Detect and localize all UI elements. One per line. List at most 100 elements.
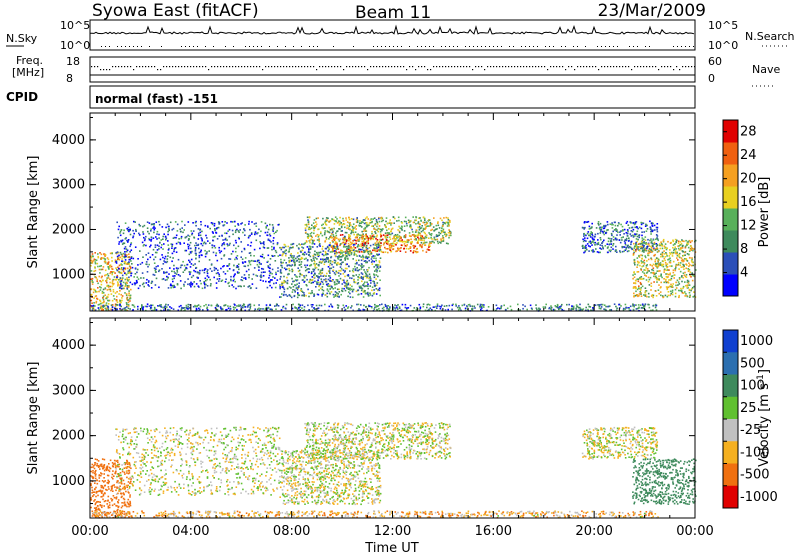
echo-pixel	[376, 266, 379, 268]
echo-pixel	[127, 272, 129, 274]
echo-pixel	[330, 235, 332, 237]
echo-pixel	[132, 229, 134, 232]
echo-pixel	[638, 249, 641, 252]
echo-pixel	[290, 256, 293, 258]
echo-pixel	[348, 237, 350, 240]
nave-dot	[163, 66, 165, 68]
echo-pixel	[640, 293, 642, 295]
echo-pixel	[130, 249, 133, 251]
echo-pixel	[101, 292, 104, 294]
echo-pixel	[169, 306, 171, 308]
echo-pixel	[231, 221, 234, 223]
echo-pixel	[581, 245, 584, 247]
echo-pixel	[133, 232, 135, 235]
echo-pixel	[430, 237, 432, 239]
echo-pixel	[372, 249, 374, 252]
echo-pixel	[186, 263, 189, 266]
nsearch-dot	[393, 46, 394, 47]
cpid-panel-frame	[89, 85, 696, 109]
echo-pixel	[343, 239, 345, 242]
echo-pixel	[145, 235, 147, 238]
echo-pixel	[373, 247, 375, 249]
echo-pixel	[127, 279, 129, 281]
echo-pixel	[268, 281, 271, 284]
echo-pixel	[341, 279, 344, 281]
echo-pixel	[294, 274, 296, 276]
echo-pixel	[242, 303, 245, 305]
echo-pixel	[631, 226, 634, 229]
echo-pixel	[625, 306, 627, 309]
echo-pixel	[271, 229, 274, 231]
echo-pixel	[647, 252, 649, 255]
echo-pixel	[343, 279, 345, 282]
echo-pixel	[112, 271, 115, 273]
echo-pixel	[643, 231, 645, 233]
echo-pixel	[267, 228, 270, 231]
echo-pixel	[340, 226, 343, 229]
echo-pixel	[622, 236, 624, 238]
echo-pixel	[347, 283, 349, 286]
echo-pixel	[318, 276, 321, 278]
echo-pixel	[273, 282, 275, 285]
echo-pixel	[327, 231, 330, 233]
echo-pixel	[644, 248, 647, 250]
echo-pixel	[355, 228, 357, 230]
echo-pixel	[193, 285, 196, 288]
echo-pixel	[211, 246, 214, 249]
echo-pixel	[238, 231, 240, 233]
echo-pixel	[398, 231, 401, 234]
echo-pixel	[350, 218, 353, 220]
echo-pixel	[211, 270, 213, 272]
echo-pixel	[351, 247, 353, 249]
echo-pixel	[644, 249, 647, 252]
echo-pixel	[409, 304, 412, 307]
echo-pixel	[419, 239, 422, 241]
echo-pixel	[283, 281, 285, 284]
echo-pixel	[651, 247, 653, 249]
echo-pixel	[384, 236, 387, 239]
echo-pixel	[656, 248, 659, 250]
echo-pixel	[284, 281, 287, 283]
echo-pixel	[261, 267, 263, 270]
echo-pixel	[345, 231, 348, 234]
echo-pixel	[230, 275, 232, 278]
echo-pixel	[174, 275, 176, 277]
echo-pixel	[176, 223, 179, 226]
echo-pixel	[345, 245, 348, 248]
echo-pixel	[296, 256, 299, 258]
echo-pixel	[369, 277, 372, 280]
echo-pixel	[608, 305, 611, 307]
echo-pixel	[654, 258, 657, 261]
echo-pixel	[336, 247, 339, 250]
echo-pixel	[689, 294, 691, 297]
nsearch-dot	[389, 46, 390, 47]
echo-pixel	[362, 233, 364, 235]
echo-pixel	[612, 236, 615, 238]
echo-pixel	[102, 306, 105, 308]
echo-pixel	[684, 281, 686, 283]
echo-pixel	[314, 225, 316, 227]
echo-pixel	[669, 272, 671, 275]
echo-pixel	[181, 306, 183, 309]
echo-pixel	[338, 224, 341, 226]
echo-pixel	[206, 237, 208, 239]
echo-pixel	[349, 241, 352, 243]
echo-pixel	[614, 250, 617, 253]
echo-pixel	[410, 235, 412, 238]
echo-pixel	[266, 224, 268, 227]
echo-pixel	[106, 257, 109, 259]
echo-pixel	[419, 244, 421, 246]
echo-pixel	[399, 250, 402, 252]
echo-pixel	[296, 244, 298, 247]
echo-pixel	[137, 278, 140, 280]
nave-dot	[547, 69, 549, 71]
echo-pixel	[621, 245, 623, 248]
echo-pixel	[385, 248, 387, 250]
echo-pixel	[218, 273, 220, 276]
nave-dot	[208, 69, 210, 71]
echo-pixel	[284, 245, 287, 248]
echo-pixel	[340, 230, 343, 232]
echo-pixel	[346, 267, 348, 270]
echo-pixel	[671, 285, 674, 287]
echo-pixel	[606, 221, 609, 223]
